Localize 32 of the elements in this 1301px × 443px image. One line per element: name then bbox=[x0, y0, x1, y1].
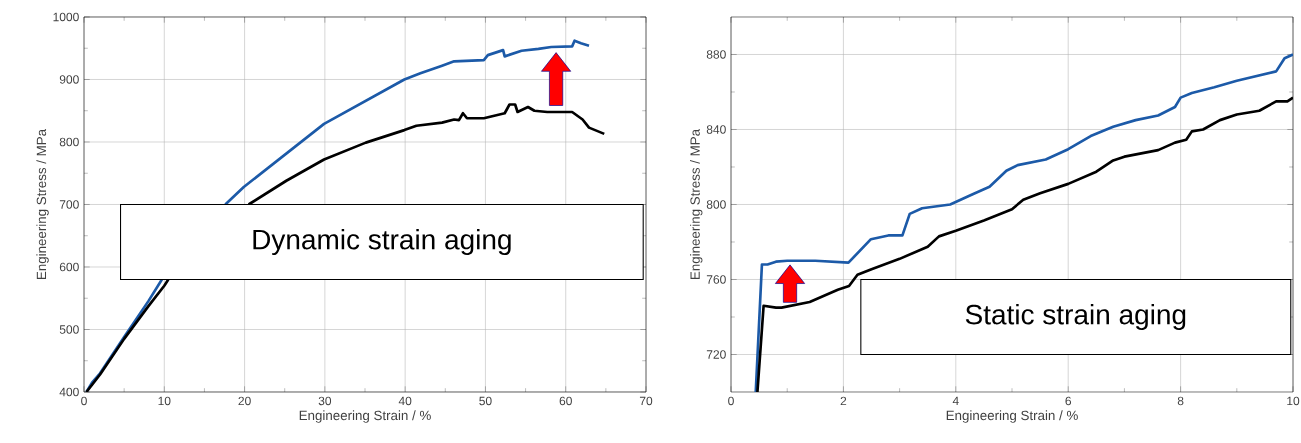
y-tick-label: 400 bbox=[59, 387, 79, 397]
y-tick-label: 500 bbox=[59, 325, 79, 334]
y-tick-label: 880 bbox=[706, 50, 726, 59]
y-tick-label: 800 bbox=[59, 137, 79, 147]
y-axis-title: Engineering Stress / MPa bbox=[690, 128, 703, 279]
y-axis-title: Engineering Stress / MPa bbox=[36, 128, 49, 279]
y-tick-label: 760 bbox=[706, 275, 726, 284]
x-tick-label: 40 bbox=[398, 396, 412, 406]
x-tick-label: 60 bbox=[559, 396, 572, 406]
x-axis-title: Engineering Strain / % bbox=[946, 410, 1078, 423]
y-tick-label: 1000 bbox=[53, 12, 79, 22]
y-tick-label: 720 bbox=[706, 350, 726, 359]
x-tick-label: 4 bbox=[952, 396, 959, 405]
annotation: Dynamic strain aging bbox=[253, 228, 511, 256]
x-tick-label: 2 bbox=[840, 396, 847, 406]
y-tick-label: 600 bbox=[59, 262, 79, 272]
y-tick-label: 800 bbox=[706, 200, 726, 209]
y-tick-label: 700 bbox=[59, 200, 79, 209]
x-tick-label: 70 bbox=[639, 396, 653, 406]
x-tick-label: 6 bbox=[1065, 396, 1072, 406]
x-tick-label: 0 bbox=[81, 396, 87, 406]
y-tick-label: 900 bbox=[59, 75, 79, 84]
x-tick-label: 20 bbox=[238, 396, 251, 406]
x-tick-label: 8 bbox=[1177, 396, 1184, 406]
x-tick-label: 10 bbox=[158, 396, 171, 406]
annotation: Static strain aging bbox=[965, 303, 1186, 331]
y-tick-label: 840 bbox=[706, 125, 726, 134]
x-tick-label: 0 bbox=[728, 396, 734, 406]
x-tick-label: 10 bbox=[1287, 396, 1300, 406]
x-tick-label: 50 bbox=[479, 396, 492, 406]
x-axis-title: Engineering Strain / % bbox=[299, 410, 431, 423]
x-tick-label: 30 bbox=[318, 396, 332, 406]
